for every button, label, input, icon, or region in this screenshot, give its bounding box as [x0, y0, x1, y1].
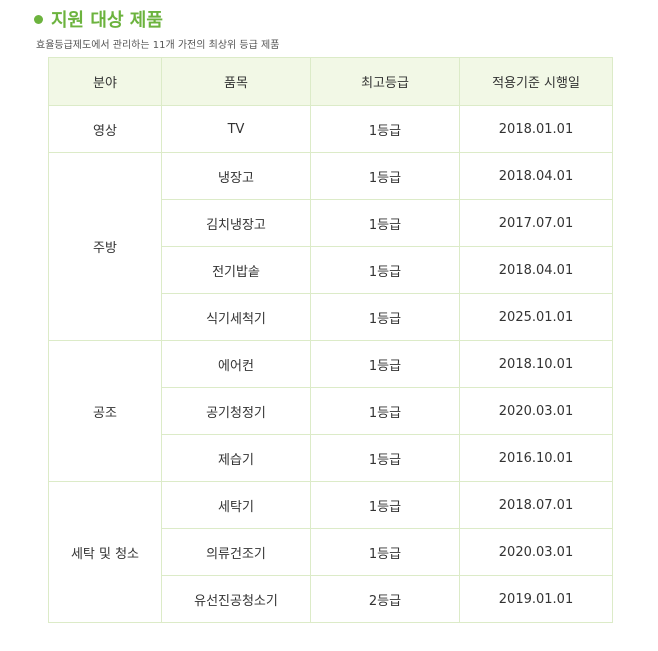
grade-cell: 1등급 — [310, 293, 460, 341]
category-cell: 공조 — [48, 340, 162, 482]
date-cell: 2018.04.01 — [459, 246, 613, 294]
table-row: 세탁 및 청소 세탁기 1등급 2018.07.01 — [48, 481, 613, 623]
grade-cell: 1등급 — [310, 105, 460, 153]
date-cell: 2018.10.01 — [459, 340, 613, 388]
table-row: 의류건조기 1등급 2020.03.01 — [49, 528, 613, 576]
product-cell: 제습기 — [161, 434, 311, 482]
date-cell: 2020.03.01 — [459, 387, 613, 435]
date-cell: 2018.01.01 — [459, 105, 613, 153]
header-product: 품목 — [161, 57, 311, 106]
date-cell: 2017.07.01 — [459, 199, 613, 247]
table-row: 전기밥솥 1등급 2018.04.01 — [49, 246, 613, 294]
category-cell: 영상 — [48, 105, 162, 153]
section-subtitle: 효율등급제도에서 관리하는 11개 가전의 최상위 등급 제품 — [36, 40, 280, 51]
table-row: 제습기 1등급 2016.10.01 — [49, 434, 613, 482]
product-cell: 유선진공청소기 — [161, 575, 311, 623]
grade-cell: 1등급 — [310, 387, 460, 435]
header-category: 분야 — [48, 57, 162, 106]
category-cell: 주방 — [48, 152, 162, 341]
product-cell: 냉장고 — [161, 152, 311, 200]
support-products-table: 분야 품목 최고등급 적용기준 시행일 영상 TV 1등급 2018.01.01… — [48, 57, 613, 623]
category-cell: 세탁 및 청소 — [48, 481, 162, 623]
product-cell: TV — [161, 105, 311, 153]
grade-cell: 1등급 — [310, 246, 460, 294]
grade-cell: 1등급 — [310, 434, 460, 482]
section-title: 지원 대상 제품 — [34, 6, 163, 32]
table-row: 공조 에어컨 1등급 2018.10.01 — [48, 340, 613, 482]
header-grade: 최고등급 — [310, 57, 460, 106]
product-cell: 식기세척기 — [161, 293, 311, 341]
product-cell: 의류건조기 — [161, 528, 311, 576]
table-row: 유선진공청소기 2등급 2019.01.01 — [49, 575, 613, 623]
grade-cell: 1등급 — [310, 199, 460, 247]
section-title-text: 지원 대상 제품 — [51, 10, 163, 31]
product-cell: 공기청정기 — [161, 387, 311, 435]
product-cell: 김치냉장고 — [161, 199, 311, 247]
grade-cell: 2등급 — [310, 575, 460, 623]
date-cell: 2025.01.01 — [459, 293, 613, 341]
date-cell: 2019.01.01 — [459, 575, 613, 623]
table-header-row: 분야 품목 최고등급 적용기준 시행일 — [48, 57, 613, 106]
bullet-icon — [34, 14, 43, 24]
table-row: 공기청정기 1등급 2020.03.01 — [49, 387, 613, 435]
table-row: 김치냉장고 1등급 2017.07.01 — [49, 199, 613, 247]
table-row: 주방 냉장고 1등급 2018.04.01 — [48, 152, 613, 341]
product-cell: 전기밥솥 — [161, 246, 311, 294]
product-cell: 에어컨 — [161, 340, 311, 388]
grade-cell: 1등급 — [310, 152, 460, 200]
date-cell: 2020.03.01 — [459, 528, 613, 576]
table-row: 식기세척기 1등급 2025.01.01 — [49, 293, 613, 341]
date-cell: 2018.07.01 — [459, 481, 613, 529]
table-row: 영상 TV 1등급 2018.01.01 — [48, 105, 613, 153]
header-date: 적용기준 시행일 — [459, 57, 613, 106]
date-cell: 2016.10.01 — [459, 434, 613, 482]
grade-cell: 1등급 — [310, 528, 460, 576]
product-cell: 세탁기 — [161, 481, 311, 529]
grade-cell: 1등급 — [310, 340, 460, 388]
date-cell: 2018.04.01 — [459, 152, 613, 200]
grade-cell: 1등급 — [310, 481, 460, 529]
